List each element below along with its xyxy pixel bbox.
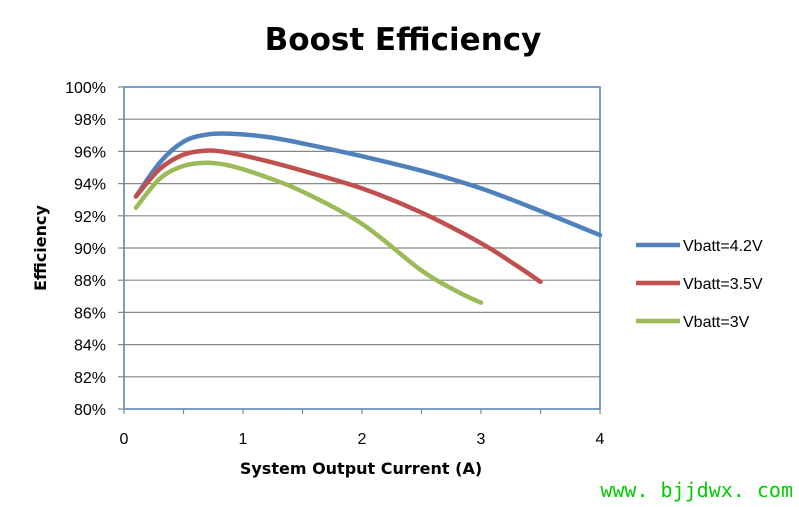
- series-lines: [133, 131, 603, 305]
- legend-label: Vbatt=3V: [683, 314, 750, 331]
- series-line-3: [133, 160, 484, 305]
- y-tick-label: 82%: [74, 370, 106, 387]
- y-tick-label: 90%: [74, 241, 106, 258]
- x-tick-label: 4: [596, 431, 605, 448]
- y-tick-label: 94%: [74, 177, 106, 194]
- y-axis-tick-labels: 80% 82% 84% 86% 88% 90% 92% 94% 96% 98% 100%: [65, 80, 106, 419]
- y-tick-label: 98%: [74, 112, 106, 129]
- series-line-2: [133, 148, 543, 285]
- legend-label: Vbatt=4.2V: [683, 238, 763, 255]
- x-tick-label: 0: [120, 431, 129, 448]
- y-tick-label: 86%: [74, 305, 106, 322]
- x-tick-label: 1: [239, 431, 248, 448]
- y-tick-label: 96%: [74, 144, 106, 161]
- y-tick-label: 92%: [74, 209, 106, 226]
- x-tick-label: 3: [477, 431, 486, 448]
- x-axis-tick-labels: 0 1 2 3 4: [120, 431, 605, 448]
- chart-title: Boost Efficiency: [265, 22, 542, 58]
- x-tick-label: 2: [358, 431, 367, 448]
- y-axis-title: Efficiency: [31, 204, 50, 290]
- series-line-1: [133, 131, 603, 238]
- y-tick-label: 80%: [74, 402, 106, 419]
- axis-ticks: [118, 86, 601, 414]
- legend: Vbatt=4.2V Vbatt=3.5V Vbatt=3V: [636, 238, 763, 331]
- y-tick-label: 84%: [74, 338, 106, 355]
- gridlines: [124, 118, 600, 378]
- y-tick-label: 100%: [65, 80, 106, 97]
- x-axis-title: System Output Current (A): [240, 459, 482, 478]
- watermark-text: www. bjjdwx. com: [600, 478, 793, 502]
- y-tick-label: 88%: [74, 273, 106, 290]
- legend-label: Vbatt=3.5V: [683, 276, 763, 293]
